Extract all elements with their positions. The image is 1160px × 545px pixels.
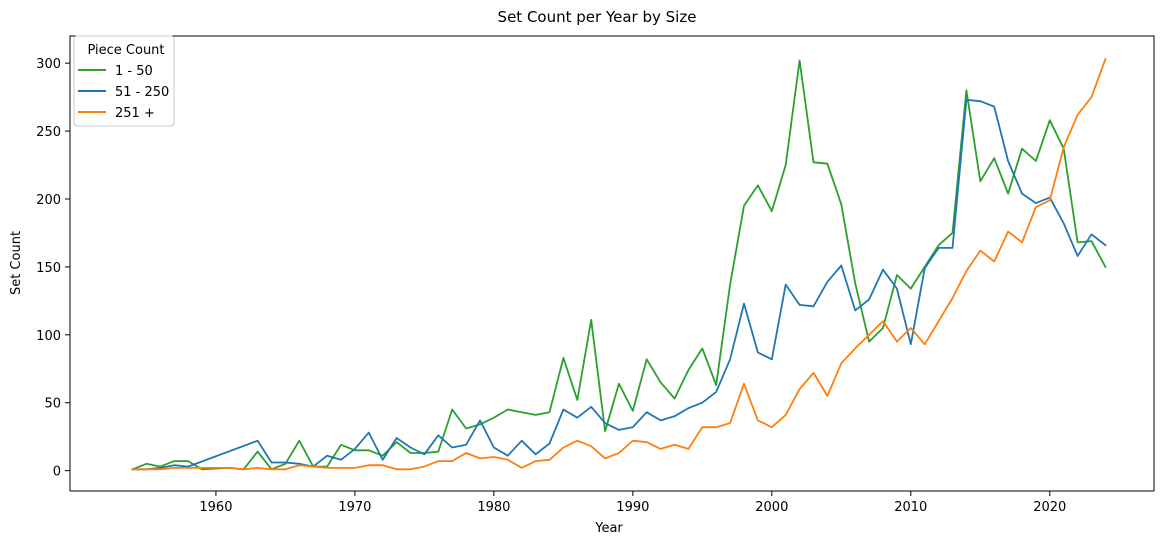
y-tick-label: 0 (53, 465, 61, 480)
legend-title: Piece Count (87, 43, 164, 58)
legend-entry: 1 - 50 (78, 64, 153, 79)
series-line-1 (131, 59, 1107, 471)
series-line-3 (131, 57, 1107, 471)
x-tick-label: 1960 (199, 500, 232, 515)
legend-label: 251 + (115, 106, 155, 121)
y-tick-label: 250 (36, 125, 61, 140)
legend: Piece Count 1 - 50 51 - 250 251 + (73, 35, 175, 127)
legend-entry: 251 + (78, 106, 155, 121)
y-axis-ticks: 0 50 100 150 200 250 300 (36, 57, 70, 480)
x-tick-label: 2010 (894, 500, 927, 515)
series-lines (131, 57, 1107, 471)
y-tick-label: 200 (36, 193, 61, 208)
legend-box (73, 35, 175, 127)
legend-label: 51 - 250 (115, 85, 169, 100)
y-tick-label: 50 (44, 397, 61, 412)
y-tick-label: 150 (36, 261, 61, 276)
series-line-2 (131, 98, 1107, 471)
y-tick-label: 300 (36, 57, 61, 72)
x-axis-title: Year (594, 521, 623, 536)
plot-frame (69, 35, 1155, 492)
x-tick-label: 1990 (616, 500, 649, 515)
x-tick-label: 2000 (755, 500, 788, 515)
y-tick-label: 100 (36, 329, 61, 344)
x-tick-label: 1970 (338, 500, 371, 515)
legend-entry: 51 - 250 (78, 85, 169, 100)
chart-title: Set Count per Year by Size (498, 8, 697, 26)
x-tick-label: 2020 (1033, 500, 1066, 515)
legend-label: 1 - 50 (115, 64, 153, 79)
x-tick-label: 1980 (477, 500, 510, 515)
y-axis-title: Set Count (9, 231, 24, 295)
x-axis-ticks: 1960 1970 1980 1990 2000 2010 2020 (199, 491, 1066, 515)
